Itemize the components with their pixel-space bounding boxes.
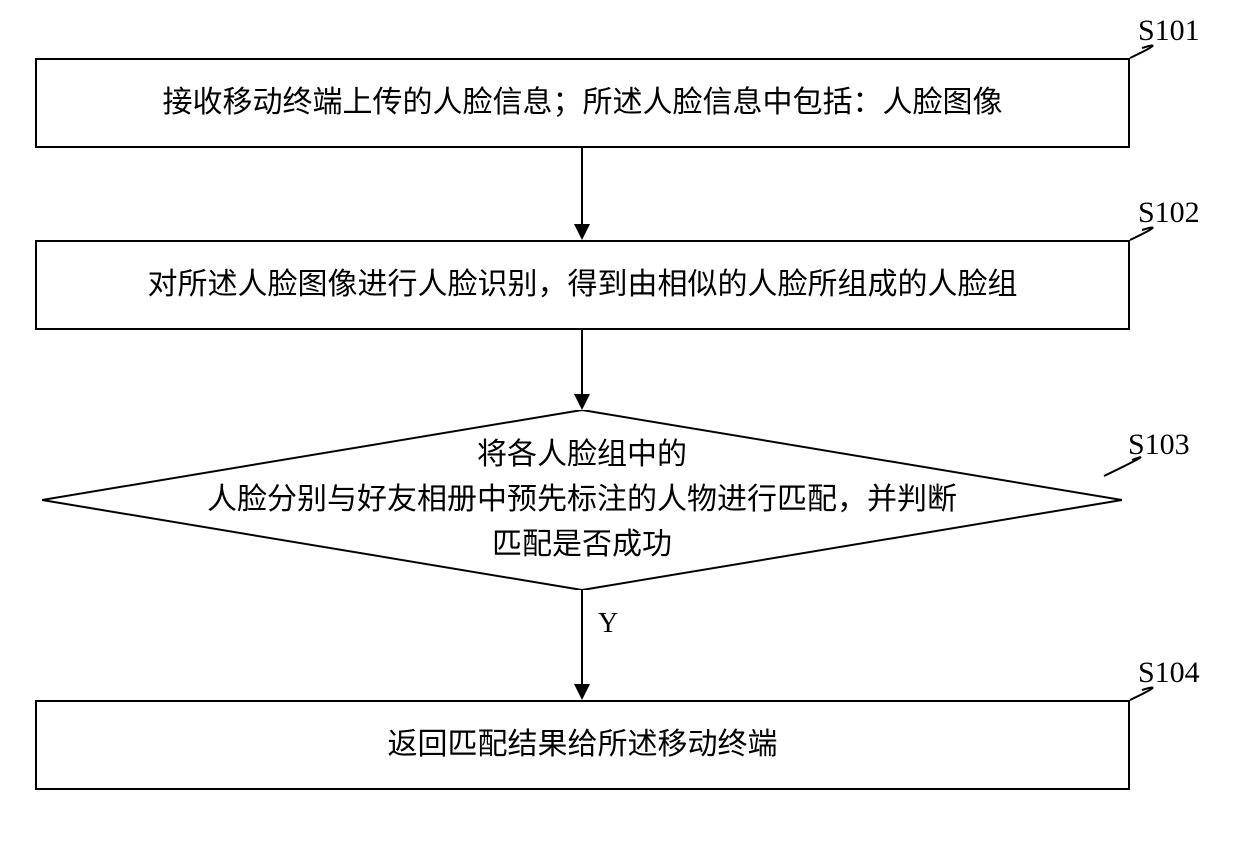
step-s102-text: 对所述人脸图像进行人脸识别，得到由相似的人脸所组成的人脸组 (128, 256, 1038, 314)
step-s102: 对所述人脸图像进行人脸识别，得到由相似的人脸所组成的人脸组 (35, 240, 1130, 330)
arrow-3-head (574, 684, 590, 700)
step-s104-text: 返回匹配结果给所述移动终端 (368, 716, 798, 774)
decision-line2: 人脸分别与好友相册中预先标注的人物进行匹配，并判断 (207, 483, 957, 516)
arrow-1-head (574, 224, 590, 240)
decision-line3: 匹配是否成功 (492, 528, 672, 561)
arrow-2-head (574, 394, 590, 410)
label-s101: S101 (1138, 14, 1200, 48)
step-s104: 返回匹配结果给所述移动终端 (35, 700, 1130, 790)
step-s101: 接收移动终端上传的人脸信息；所述人脸信息中包括：人脸图像 (35, 58, 1130, 148)
label-s102: S102 (1138, 196, 1200, 230)
step-s101-text: 接收移动终端上传的人脸信息；所述人脸信息中包括：人脸图像 (143, 74, 1023, 132)
decision-s103-text: 将各人脸组中的 人脸分别与好友相册中预先标注的人物进行匹配，并判断 匹配是否成功 (82, 432, 1082, 567)
flowchart-canvas: 接收移动终端上传的人脸信息；所述人脸信息中包括：人脸图像 S101 对所述人脸图… (0, 0, 1240, 863)
label-s103: S103 (1128, 428, 1190, 462)
decision-line1: 将各人脸组中的 (477, 438, 687, 471)
arrow-1 (581, 148, 583, 224)
arrow-2 (581, 330, 583, 394)
arrow-3-label: Y (598, 608, 618, 640)
label-s104: S104 (1138, 656, 1200, 690)
arrow-3 (581, 590, 583, 684)
